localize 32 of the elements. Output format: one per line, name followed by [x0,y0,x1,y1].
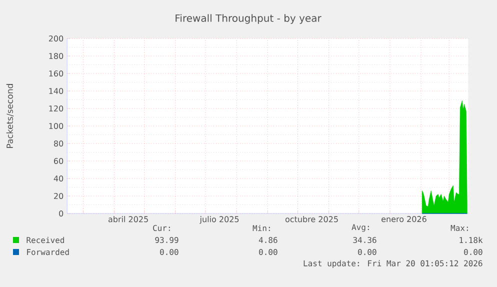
legend-label: Received [26,236,64,244]
text: 93.99 [155,236,178,244]
y-tick-label: 20 [54,192,64,200]
x-tick-label: enero 2026 [382,216,426,222]
y-tick-label: 100 [49,122,64,130]
y-tick-label: 0 [59,210,64,217]
y-tick-label: 180 [49,52,64,60]
text: 0.00 [259,248,278,256]
y-tick-label: 40 [54,175,64,182]
text: Max: [450,225,468,231]
text: Avg: [352,224,369,232]
text: 4.86 [258,236,278,244]
legend-label: Forwarded [27,248,69,256]
text: Cur: [153,224,170,232]
chart-title: Firewall Throughput - by year [176,14,322,24]
y-tick-label: 80 [54,140,64,147]
text: Last update: Fri Mar 20 01:05:12 2026 [304,260,482,268]
y-tick-label: 160 [49,70,64,77]
text: 0.00 [358,248,376,256]
x-tick-label: octubre 2025 [285,216,338,222]
x-tick-label: julio 2025 [200,216,239,224]
x-tick-label: abril 2025 [108,216,148,222]
text: 0.00 [160,248,178,256]
y-tick-label: 200 [48,35,64,42]
y-tick-label: 140 [49,88,64,94]
text: Min: [252,224,270,232]
text: 0.00 [464,248,482,256]
y-tick-label: 120 [49,105,64,112]
text: 34.36 [353,236,376,244]
text: 1.18k [460,236,483,244]
y-tick-label: 60 [54,158,64,164]
y-axis-title: Packets/second [6,84,14,148]
